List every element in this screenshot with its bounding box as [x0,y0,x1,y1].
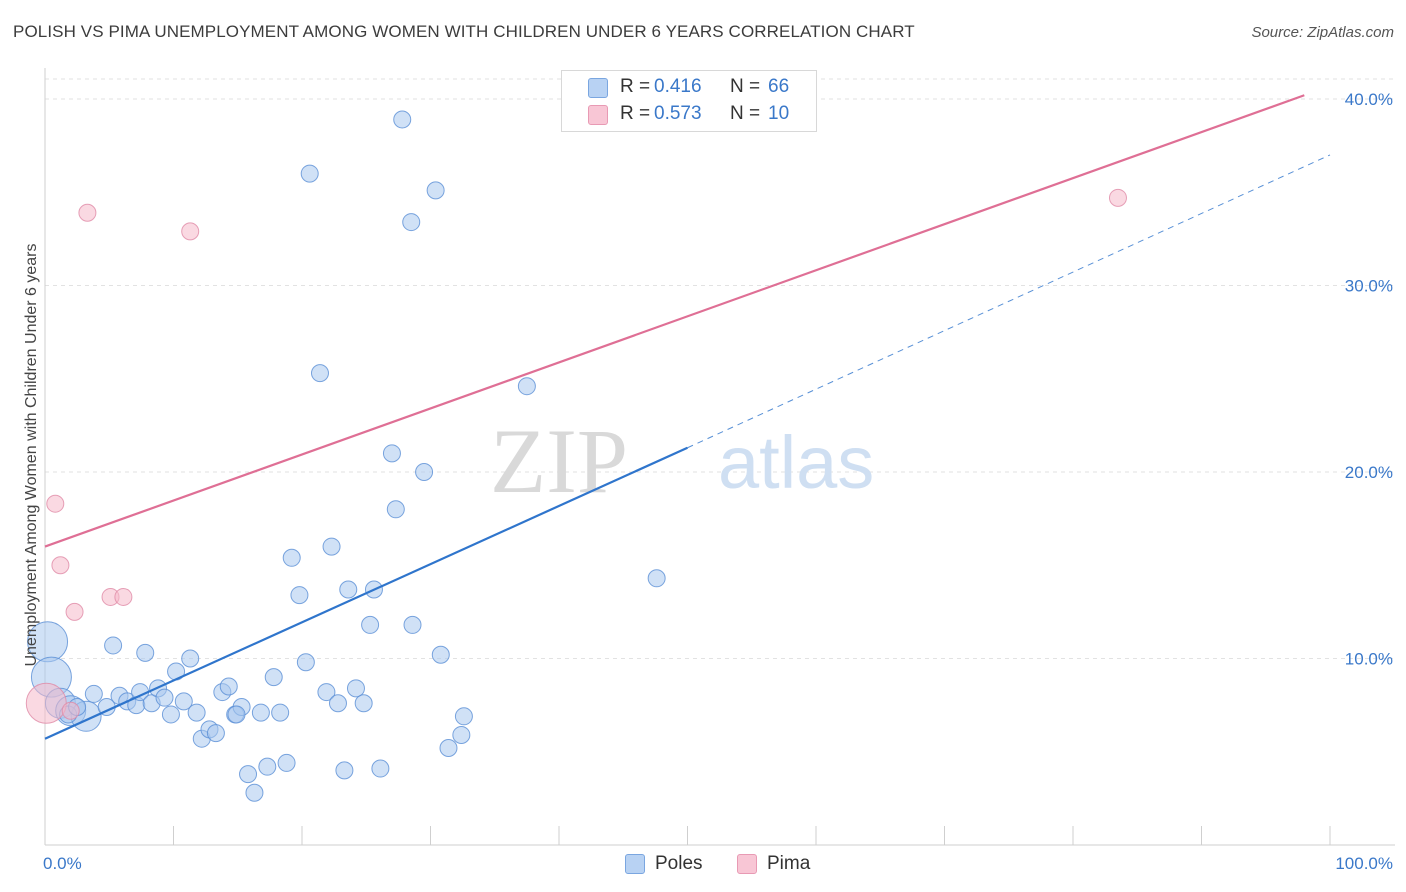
pima-point [65,602,84,621]
tick-labels: 10.0% 20.0% 30.0% 40.0% 0.0% 100.0% [43,90,1393,873]
poles-point [454,707,473,726]
legend-label-pima: Pima [767,853,811,874]
pima-point [114,587,133,606]
legend-r-label: R = [620,76,651,97]
poles-point [206,724,225,743]
poles-point [271,703,290,722]
poles-point [431,645,450,664]
poles-point [282,548,301,567]
poles-point [136,643,155,662]
poles-swatch [625,854,645,874]
pima-swatch [737,854,757,874]
legend-n-value: 66 [768,76,790,97]
y-axis-label: Unemployment Among Women with Children U… [23,243,40,666]
legend-label-poles: Poles [655,853,703,874]
chart-title: POLISH VS PIMA UNEMPLOYMENT AMONG WOMEN … [13,22,915,41]
legend-n-value: 10 [768,103,790,124]
poles-point [251,703,270,722]
poles-point [181,649,200,668]
poles-point [647,569,666,588]
poles-point [174,692,193,711]
pima-swatch [588,105,608,125]
poles-point [277,753,296,772]
pima-point [1108,188,1127,207]
watermark-zip: ZIP [490,410,628,512]
poles-point [346,679,365,698]
poles-point [227,705,246,724]
poles-point [300,164,319,183]
poles-point [239,765,258,784]
legend-r-value: 0.416 [654,76,702,97]
correlation-legend: R = 0.416 N = 66 R = 0.573 N = 10 [561,70,817,132]
poles-point [402,213,421,232]
poles-point [517,377,536,396]
pima-point [181,222,200,241]
x-tick-label: 0.0% [43,854,82,873]
poles-point [187,703,206,722]
data-points [25,110,1127,802]
y-tick-label: 40.0% [1345,90,1393,109]
y-tick-label: 10.0% [1345,649,1393,668]
y-tick-label: 30.0% [1345,276,1393,295]
poles-point [264,668,283,687]
poles-point [328,694,347,713]
poles-point [361,615,380,634]
poles-point [354,694,373,713]
axes [44,68,1395,846]
poles-point [322,537,341,556]
poles-point [393,110,412,129]
pima-point [46,494,65,513]
poles-point [415,462,434,481]
y-tick-label: 20.0% [1345,463,1393,482]
poles-point [245,783,264,802]
poles-point [339,580,358,599]
poles-point [296,653,315,672]
poles-trend-extension [687,154,1331,449]
x-tick-label: 100.0% [1335,854,1393,873]
poles-point [290,586,309,605]
poles-point [258,757,277,776]
pima-point [51,556,70,575]
poles-point [84,684,103,703]
poles-point [386,500,405,519]
poles-point [104,636,123,655]
watermark: ZIP atlas [490,410,874,512]
poles-point [155,688,174,707]
poles-trend-line [44,446,688,740]
poles-swatch [588,78,608,98]
poles-point [403,615,422,634]
legend-n-label: N = [730,76,761,97]
poles-point [439,739,458,758]
poles-point [371,759,390,778]
poles-point [161,705,180,724]
poles-point [426,181,445,200]
legend-n-label: N = [730,103,761,124]
poles-point [382,444,401,463]
poles-point [452,725,471,744]
pima-point [25,682,67,724]
legend-r-label: R = [620,103,651,124]
source-credit: Source: ZipAtlas.com [1251,24,1394,41]
trend-lines [44,94,1331,740]
poles-point [335,761,354,780]
poles-point [310,364,329,383]
watermark-atlas: atlas [718,421,874,504]
poles-point [219,677,238,696]
poles-point [317,683,336,702]
pima-point [61,701,80,720]
gridlines [45,78,1395,659]
legend-r-value: 0.573 [654,103,702,124]
pima-trend-line [44,94,1305,548]
pima-point [78,203,97,222]
